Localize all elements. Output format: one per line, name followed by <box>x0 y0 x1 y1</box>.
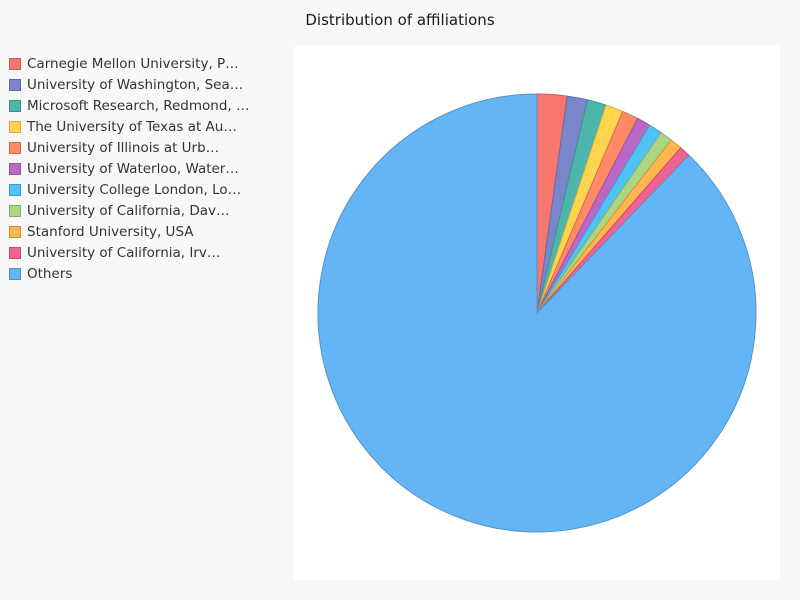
legend-label: Microsoft Research, Redmond, … <box>27 97 250 114</box>
legend-swatch <box>9 162 21 175</box>
legend: Carnegie Mellon University, P… University… <box>9 53 284 284</box>
legend-item[interactable]: The University of Texas at Au… <box>9 116 284 137</box>
legend-swatch <box>9 267 21 280</box>
legend-label: University of Washington, Sea… <box>27 76 244 93</box>
legend-item[interactable]: Carnegie Mellon University, P… <box>9 53 284 74</box>
legend-swatch <box>9 141 21 154</box>
legend-label: University of Waterloo, Water… <box>27 160 239 177</box>
legend-swatch <box>9 204 21 217</box>
legend-item[interactable]: University of California, Irv… <box>9 242 284 263</box>
pie-slice[interactable] <box>317 93 757 533</box>
legend-swatch <box>9 120 21 133</box>
legend-item[interactable]: Microsoft Research, Redmond, … <box>9 95 284 116</box>
legend-label: Stanford University, USA <box>27 223 194 240</box>
legend-item[interactable]: Others <box>9 263 284 284</box>
legend-item[interactable]: University of Washington, Sea… <box>9 74 284 95</box>
legend-swatch <box>9 99 21 112</box>
legend-swatch <box>9 246 21 259</box>
legend-swatch <box>9 78 21 91</box>
legend-swatch <box>9 183 21 196</box>
legend-item[interactable]: University College London, Lo… <box>9 179 284 200</box>
legend-item[interactable]: University of California, Dav… <box>9 200 284 221</box>
legend-swatch <box>9 225 21 238</box>
legend-item[interactable]: University of Waterloo, Water… <box>9 158 284 179</box>
legend-label: The University of Texas at Au… <box>27 118 237 135</box>
legend-item[interactable]: University of Illinois at Urb… <box>9 137 284 158</box>
legend-label: Carnegie Mellon University, P… <box>27 55 239 72</box>
legend-label: University College London, Lo… <box>27 181 242 198</box>
legend-swatch <box>9 57 21 70</box>
legend-item[interactable]: Stanford University, USA <box>9 221 284 242</box>
legend-label: University of California, Irv… <box>27 244 221 261</box>
legend-label: University of California, Dav… <box>27 202 230 219</box>
chart-title: Distribution of affiliations <box>305 11 495 29</box>
legend-label: Others <box>27 265 73 282</box>
legend-label: University of Illinois at Urb… <box>27 139 220 156</box>
